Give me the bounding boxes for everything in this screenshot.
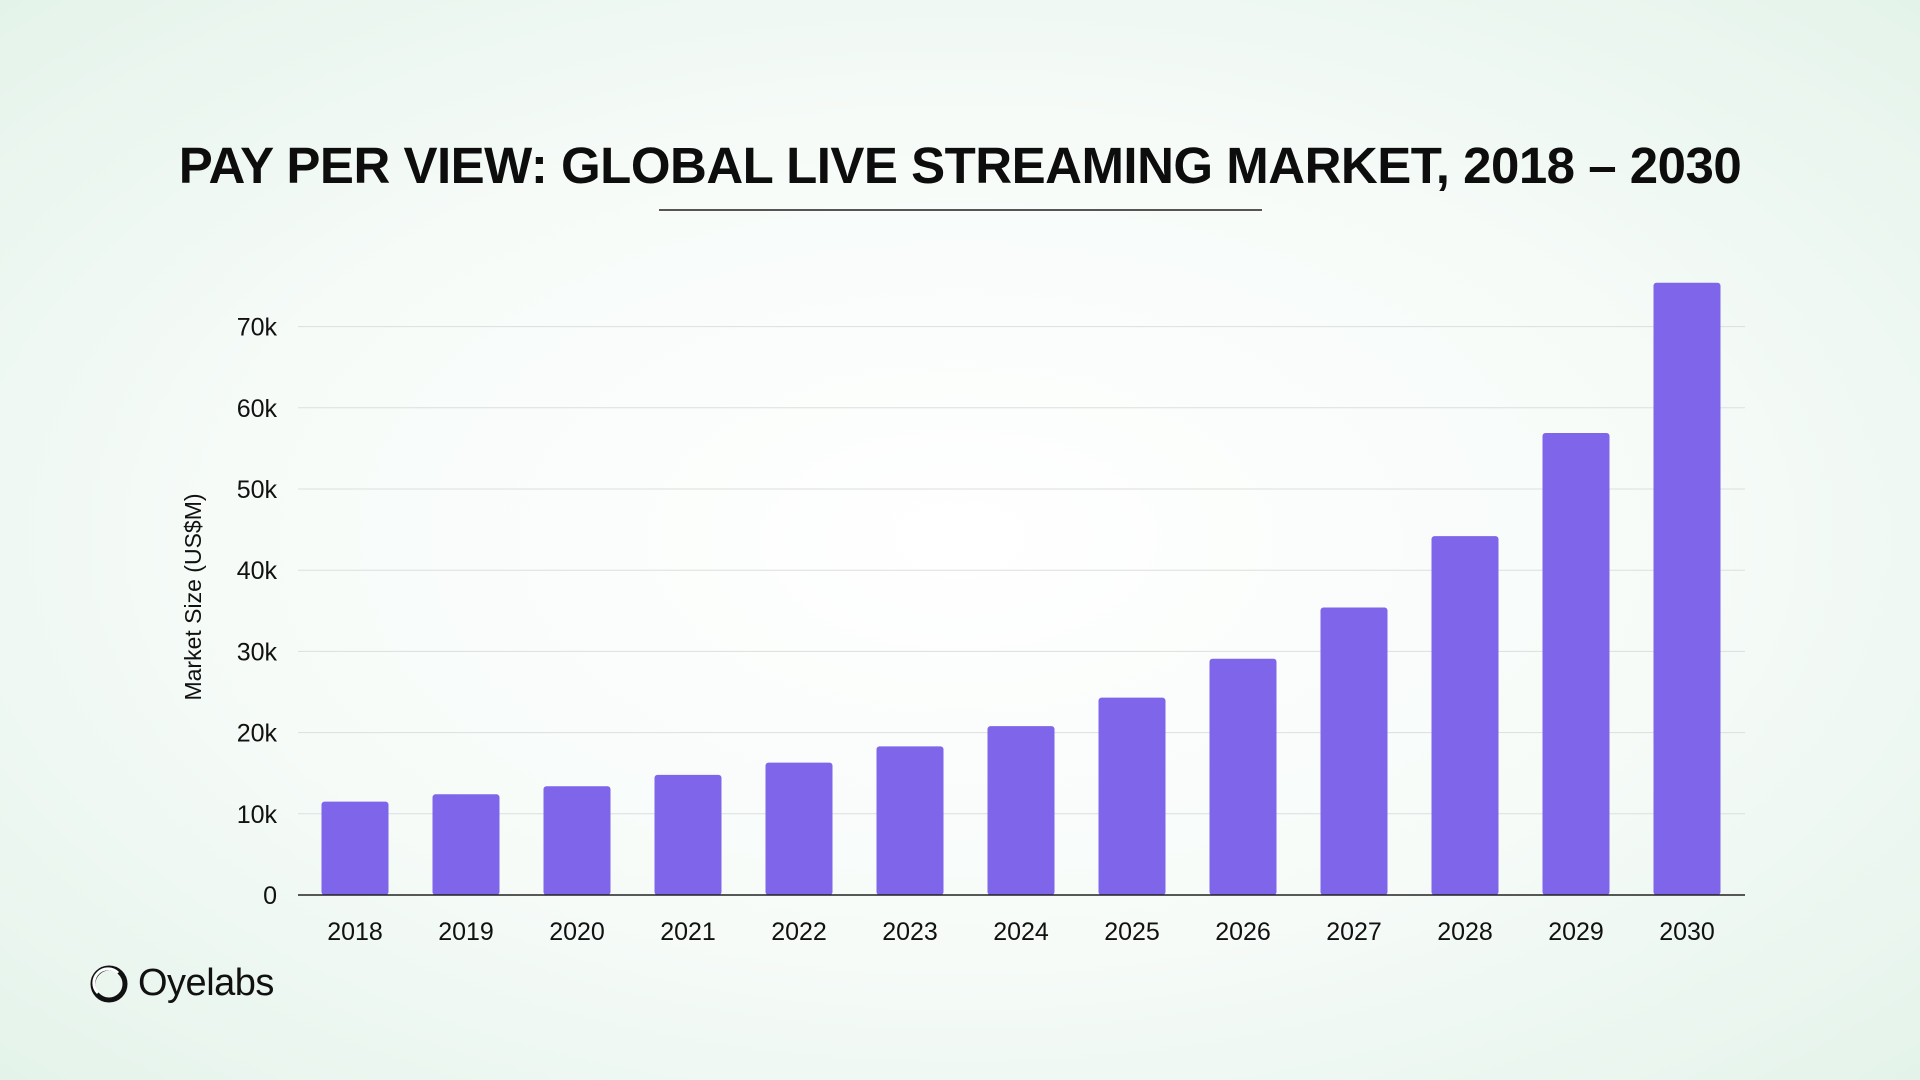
bar-2021 — [654, 774, 722, 895]
y-tick-label: 0 — [263, 882, 277, 910]
x-tick-label: 2026 — [1215, 918, 1271, 946]
bar-2025 — [1098, 697, 1166, 895]
bar-2029 — [1542, 432, 1610, 895]
x-tick-label: 2023 — [882, 918, 938, 946]
y-tick-label: 70k — [237, 314, 278, 342]
brand-name: Oyelabs — [138, 962, 274, 1004]
chart-title: PAY PER VIEW: GLOBAL LIVE STREAMING MARK… — [178, 137, 1742, 194]
y-tick-label: 20k — [237, 720, 278, 748]
bar-2022 — [765, 762, 833, 895]
x-tick-label: 2030 — [1659, 918, 1715, 946]
y-tick-label: 60k — [237, 395, 278, 423]
x-tick-label: 2025 — [1104, 918, 1160, 946]
x-tick-label: 2029 — [1548, 918, 1604, 946]
y-tick-label: 10k — [237, 801, 278, 829]
bar-2020 — [543, 786, 611, 895]
bar-2028 — [1431, 536, 1499, 895]
y-axis-label: Market Size (US$M) — [180, 493, 206, 700]
oyelabs-logo-icon — [90, 965, 128, 1002]
title-underline — [659, 209, 1262, 211]
x-tick-label: 2020 — [549, 918, 605, 946]
y-tick-label: 50k — [237, 476, 278, 504]
bar-2026 — [1209, 658, 1277, 895]
x-tick-label: 2018 — [327, 918, 383, 946]
x-tick-label: 2022 — [771, 918, 827, 946]
bar-2018 — [321, 801, 389, 895]
bar-2027 — [1320, 607, 1388, 895]
bar-2024 — [987, 726, 1055, 895]
y-tick-label: 40k — [237, 557, 278, 585]
y-tick-label: 30k — [237, 638, 278, 666]
bar-2019 — [432, 794, 500, 895]
x-tick-label: 2021 — [660, 918, 716, 946]
x-tick-label: 2028 — [1437, 918, 1493, 946]
x-tick-label: 2024 — [993, 918, 1049, 946]
bar-2030 — [1653, 282, 1721, 895]
brand-logo: Oyelabs — [88, 962, 274, 1005]
x-tick-label: 2027 — [1326, 918, 1382, 946]
bar-2023 — [876, 746, 944, 895]
x-tick-label: 2019 — [438, 918, 494, 946]
